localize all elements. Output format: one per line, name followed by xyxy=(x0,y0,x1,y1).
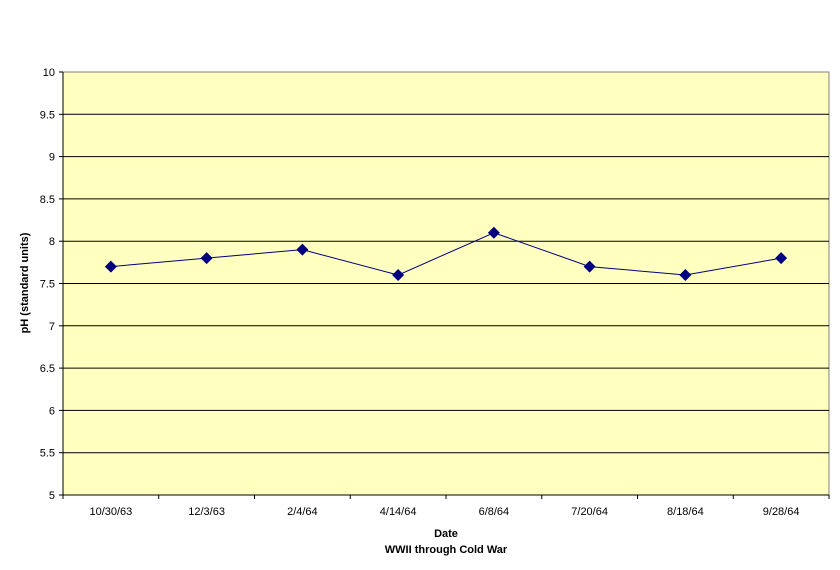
x-tick-label: 9/28/64 xyxy=(763,506,800,518)
y-tick-label: 6.5 xyxy=(40,363,55,375)
y-tick-label: 5 xyxy=(49,490,55,502)
series-line xyxy=(110,232,782,276)
x-tick-label: 2/4/64 xyxy=(287,506,318,518)
x-tick-label: 8/18/64 xyxy=(667,506,704,518)
y-tick-label: 8.5 xyxy=(40,194,55,206)
y-tick-label: 10 xyxy=(43,67,55,79)
x-tick-label: 7/20/64 xyxy=(571,506,608,518)
data-point-marker xyxy=(679,269,692,282)
y-tick-label: 9.5 xyxy=(40,109,55,121)
x-axis-title: Date xyxy=(434,528,458,540)
y-tick-label: 8 xyxy=(49,236,55,248)
gridlines xyxy=(63,113,829,454)
x-tick-label: 10/30/63 xyxy=(89,506,132,518)
x-axis-subtitle: WWII through Cold War xyxy=(385,544,508,556)
x-tick-label: 4/14/64 xyxy=(380,506,417,518)
x-tick-label: 12/3/63 xyxy=(188,506,225,518)
data-point-marker xyxy=(583,260,596,273)
y-tick-label: 5.5 xyxy=(40,448,55,460)
y-tick-label: 6 xyxy=(49,405,55,417)
y-tick-label: 7.5 xyxy=(40,279,55,291)
data-point-marker xyxy=(200,252,213,265)
data-point-marker xyxy=(775,252,788,265)
y-tick-label: 7 xyxy=(49,321,55,333)
y-axis-title: pH (standard units) xyxy=(19,232,31,333)
x-tick-label: 6/8/64 xyxy=(479,506,510,518)
y-tick-label: 9 xyxy=(49,152,55,164)
data-point-marker xyxy=(296,243,309,256)
x-axis-ticks: 10/30/63 12/3/63 2/4/64 4/14/64 6/8/64 7/20/6… xyxy=(62,495,830,518)
data-point-marker xyxy=(104,260,117,273)
series-markers xyxy=(104,226,788,282)
data-point-marker xyxy=(392,269,405,282)
data-point-marker xyxy=(487,226,500,239)
